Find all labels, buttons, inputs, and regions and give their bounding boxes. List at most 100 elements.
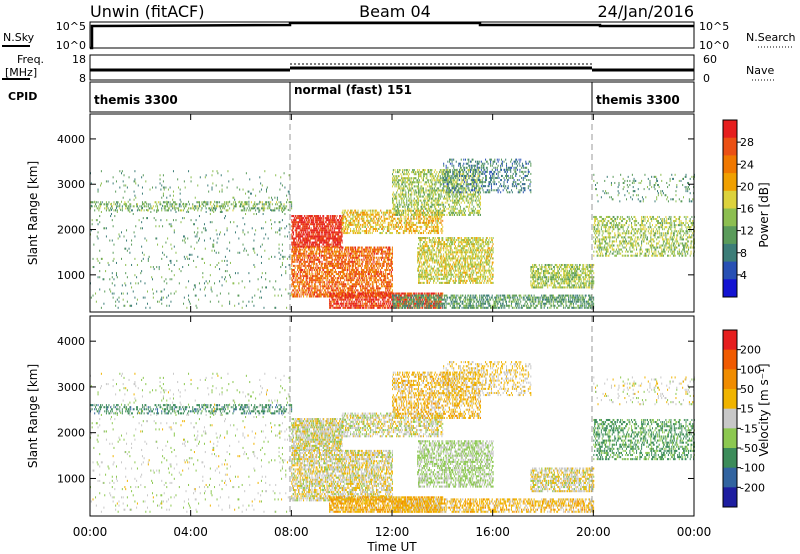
- power-cell: [381, 296, 383, 299]
- power-cell: [194, 235, 196, 238]
- power-cell: [345, 294, 347, 297]
- power-cell: [370, 211, 372, 214]
- power-cell: [339, 252, 341, 255]
- power-cell: [368, 294, 370, 297]
- power-cell: [363, 302, 365, 305]
- power-cell: [301, 215, 303, 218]
- power-cell: [144, 205, 146, 208]
- power-cell: [378, 306, 380, 309]
- power-cell: [384, 292, 386, 295]
- power-cell: [383, 215, 385, 218]
- power-cell: [339, 243, 341, 246]
- power-cell: [343, 294, 345, 297]
- power-cell: [309, 252, 311, 255]
- power-cell: [323, 254, 325, 257]
- power-cell: [300, 262, 302, 265]
- power-cell: [300, 231, 302, 234]
- power-cell: [375, 292, 377, 295]
- power-cell: [105, 227, 107, 230]
- power-cell: [335, 294, 337, 297]
- power-cell: [280, 182, 282, 185]
- power-cell: [151, 207, 153, 210]
- power-cell: [316, 243, 318, 246]
- power-cell: [303, 237, 305, 240]
- power-cell: [266, 186, 268, 189]
- power-cell: [361, 289, 363, 292]
- power-cell: [146, 290, 148, 293]
- power-cell: [318, 262, 320, 265]
- power-cell: [337, 225, 339, 228]
- power-cell: [195, 219, 197, 222]
- power-cell: [376, 270, 378, 274]
- power-cell: [332, 270, 334, 274]
- power-cell: [295, 250, 297, 253]
- power-cell: [349, 285, 351, 288]
- power-cell: [319, 221, 321, 224]
- power-cell: [381, 248, 383, 251]
- power-cell: [303, 233, 305, 236]
- power-cell: [341, 256, 343, 259]
- power-cell: [404, 292, 406, 295]
- power-cell: [308, 241, 310, 244]
- power-cell: [329, 285, 331, 288]
- power-cell: [310, 215, 312, 218]
- power-cell: [386, 268, 388, 271]
- power-cell: [361, 268, 363, 271]
- power-cell: [317, 221, 319, 224]
- power-cell: [362, 285, 364, 288]
- power-cell: [253, 304, 255, 307]
- power-cell: [381, 296, 383, 299]
- power-cell: [438, 300, 440, 303]
- power-cell: [162, 225, 164, 228]
- power-cell: [297, 227, 299, 230]
- power-cell: [281, 249, 283, 252]
- power-cell: [334, 231, 336, 234]
- power-cell: [183, 296, 185, 299]
- power-cell: [124, 201, 126, 204]
- power-cell: [387, 273, 389, 276]
- power-cell: [339, 215, 341, 218]
- power-cell: [363, 217, 365, 220]
- power-cell: [242, 205, 244, 208]
- power-cell: [300, 277, 302, 280]
- power-cell: [381, 252, 383, 255]
- power-cell: [187, 209, 189, 212]
- power-cell: [355, 254, 357, 257]
- power-cell: [331, 304, 333, 307]
- power-cell: [377, 211, 379, 214]
- power-cell: [370, 279, 372, 282]
- power-cell: [315, 237, 317, 240]
- power-cell: [221, 203, 223, 206]
- power-cell: [309, 266, 311, 269]
- power-cell: [369, 227, 371, 230]
- power-cell: [261, 272, 263, 275]
- power-cell: [370, 232, 372, 235]
- power-cell: [98, 205, 100, 208]
- power-cell: [362, 260, 364, 263]
- power-cell: [336, 260, 338, 263]
- power-cell: [274, 196, 276, 199]
- power-cell: [333, 219, 335, 222]
- power-cell: [195, 294, 197, 297]
- power-cell: [115, 261, 117, 264]
- power-cell: [333, 233, 335, 236]
- power-cell: [391, 252, 393, 255]
- power-cell: [219, 201, 221, 204]
- power-cell: [339, 291, 341, 294]
- power-cell: [207, 201, 209, 204]
- power-cell: [314, 243, 316, 246]
- power-cell: [215, 251, 217, 254]
- power-cell: [351, 250, 353, 253]
- power-cell: [439, 300, 441, 303]
- power-cell: [292, 246, 294, 249]
- power-cell: [375, 281, 377, 284]
- power-cell: [346, 279, 348, 282]
- power-cell: [329, 252, 331, 255]
- power-cell: [301, 241, 303, 244]
- power-cell: [360, 273, 362, 276]
- power-cell: [310, 260, 312, 263]
- power-cell: [345, 219, 347, 222]
- power-cell: [349, 306, 351, 309]
- power-cell: [341, 268, 343, 271]
- power-cell: [364, 270, 366, 274]
